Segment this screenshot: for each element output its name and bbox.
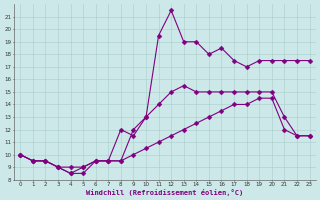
X-axis label: Windchill (Refroidissement éolien,°C): Windchill (Refroidissement éolien,°C): [86, 189, 244, 196]
